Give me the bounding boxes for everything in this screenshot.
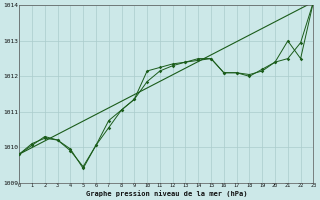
X-axis label: Graphe pression niveau de la mer (hPa): Graphe pression niveau de la mer (hPa) [85, 190, 247, 197]
